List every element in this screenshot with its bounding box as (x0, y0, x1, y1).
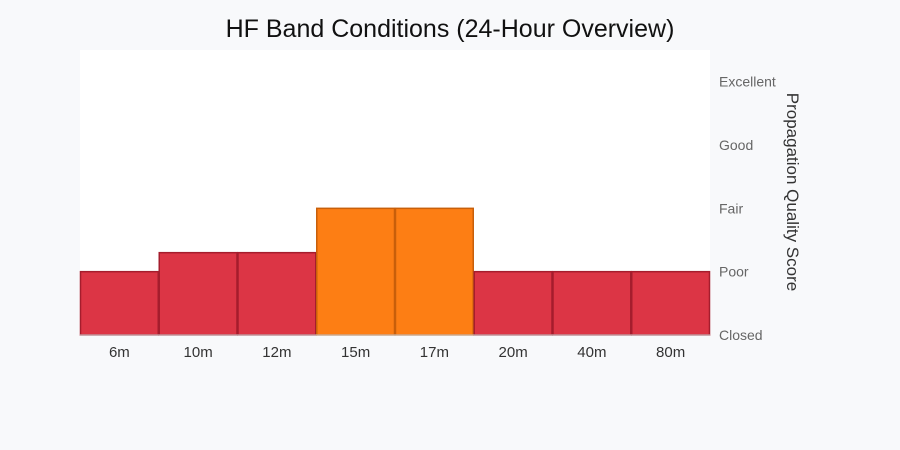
x-tick-label: 80m (656, 344, 685, 361)
bar-10m (158, 251, 238, 336)
x-tick-label: 12m (262, 344, 291, 361)
x-tick-labels: 6m 10m 12m 15m 17m 20m 40m 80m (109, 344, 685, 361)
bar-6m (79, 270, 159, 336)
bar-15m (316, 207, 396, 336)
y-tick-label: Excellent (719, 74, 776, 90)
bar-20m (473, 270, 553, 336)
y-axis-label: Propagation Quality Score (783, 93, 802, 291)
chart-title: HF Band Conditions (24-Hour Overview) (226, 15, 675, 43)
bar-40m (552, 270, 632, 336)
x-tick-label: 10m (184, 344, 213, 361)
bar-12m (237, 251, 317, 336)
x-tick-label: 20m (499, 344, 528, 361)
x-tick-label: 17m (420, 344, 449, 361)
y-tick-label: Good (719, 137, 753, 153)
bar-17m (394, 207, 474, 336)
y-tick-label: Closed (719, 327, 763, 343)
bars-group (79, 207, 711, 336)
bar-80m (631, 270, 711, 336)
y-tick-label: Poor (719, 264, 749, 280)
x-tick-label: 40m (577, 344, 606, 361)
y-tick-labels: Closed Poor Fair Good Excellent (719, 74, 776, 343)
x-tick-label: 6m (109, 344, 130, 361)
y-tick-label: Fair (719, 200, 743, 216)
x-tick-label: 15m (341, 344, 370, 361)
